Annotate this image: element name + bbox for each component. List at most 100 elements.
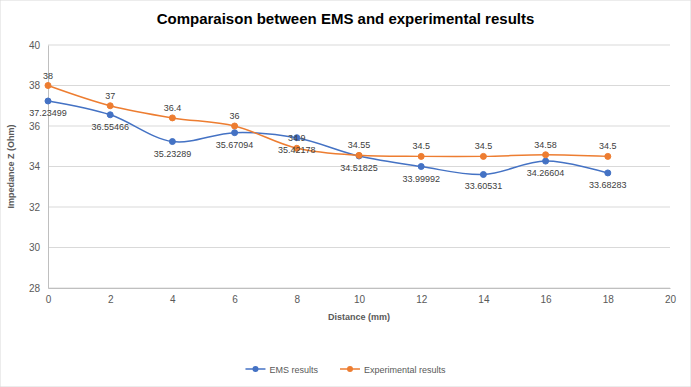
x-tick: 12 — [416, 288, 428, 305]
series-point — [45, 83, 51, 89]
y-tick: 40 — [29, 40, 48, 51]
y-tick-label: 28 — [29, 283, 41, 294]
data-label: 36.55466 — [91, 122, 129, 132]
data-labels: 37.23499 36.55466 35.23289 35.67094 35.42178… — [29, 71, 626, 192]
series-point — [480, 171, 486, 177]
x-tick: 20 — [665, 288, 677, 305]
y-tick-label: 38 — [29, 80, 41, 91]
y-tick-label: 30 — [29, 242, 41, 253]
legend-label: Experimental results — [364, 365, 446, 375]
data-label: 34.5 — [599, 141, 617, 151]
data-label: 36.4 — [164, 103, 182, 113]
x-tick: 10 — [354, 288, 366, 305]
x-tick-label: 0 — [46, 294, 52, 305]
y-tick: 34 — [29, 161, 48, 172]
series-point — [356, 153, 362, 159]
data-label: 34.26604 — [527, 168, 565, 178]
series-point — [605, 153, 611, 159]
data-label: 33.99992 — [402, 174, 440, 184]
plot: 024681012141618202830323436384037.234993… — [29, 40, 677, 305]
data-label: 37.23499 — [29, 108, 67, 118]
x-tick-label: 12 — [416, 294, 428, 305]
series-point — [107, 103, 113, 109]
y-tick: 30 — [29, 242, 48, 253]
x-tick: 6 — [232, 288, 238, 305]
x-tick-label: 6 — [232, 294, 238, 305]
data-label: 34.9 — [288, 133, 306, 143]
series-line — [48, 101, 608, 175]
grid-line — [48, 247, 670, 248]
y-tick-label: 32 — [29, 202, 41, 213]
x-tick-label: 4 — [170, 294, 176, 305]
y-tick: 32 — [29, 202, 48, 213]
legend-marker — [252, 366, 258, 372]
grid-line — [48, 85, 670, 86]
data-label: 38 — [43, 71, 53, 81]
grid-line — [48, 45, 670, 46]
grid — [48, 45, 670, 288]
x-tick: 4 — [170, 288, 176, 305]
series-point — [543, 152, 549, 158]
chart: 024681012141618202830323436384037.234993… — [0, 0, 691, 387]
x-axis-title: Distance (mm) — [328, 312, 390, 322]
series-point — [232, 130, 238, 136]
y-tick: 36 — [29, 121, 48, 132]
y-tick-label: 40 — [29, 40, 41, 51]
series-point — [418, 164, 424, 170]
series-point — [169, 115, 175, 121]
series-point — [480, 153, 486, 159]
x-tick: 16 — [541, 288, 553, 305]
y-tick-label: 34 — [29, 161, 41, 172]
series-point — [169, 139, 175, 145]
x-axis: 0 2 4 6 8 10 12 14 16 18 20 — [46, 288, 677, 305]
x-tick: 8 — [295, 288, 301, 305]
series-group — [45, 83, 611, 178]
x-tick-label: 14 — [478, 294, 490, 305]
x-tick: 0 — [46, 288, 52, 305]
y-axis-line — [48, 46, 49, 289]
data-label: 35.23289 — [154, 149, 192, 159]
x-tick-label: 18 — [603, 294, 615, 305]
series-point — [543, 158, 549, 164]
title: Comparaison between EMS and experimental… — [157, 10, 535, 27]
series-point — [45, 98, 51, 104]
series-point — [107, 112, 113, 118]
x-tick-label: 10 — [354, 294, 366, 305]
legend-item: Experimental results — [340, 365, 446, 375]
y-tick: 28 — [29, 283, 48, 294]
background — [0, 0, 691, 387]
data-label: 35.67094 — [216, 140, 254, 150]
data-label: 36 — [230, 111, 240, 121]
data-label: 34.5 — [475, 141, 493, 151]
x-tick-label: 8 — [295, 294, 301, 305]
x-tick: 18 — [603, 288, 615, 305]
data-label: 33.60531 — [465, 181, 503, 191]
data-label: 34.51825 — [340, 163, 378, 173]
legend: EMS results Experimental results — [245, 365, 446, 375]
x-tick-label: 20 — [665, 294, 677, 305]
x-tick: 14 — [478, 288, 490, 305]
grid-line — [48, 126, 670, 127]
x-tick-label: 2 — [108, 294, 114, 305]
y-tick-label: 36 — [29, 121, 41, 132]
legend-label: EMS results — [269, 365, 318, 375]
series-point — [605, 170, 611, 176]
x-tick-label: 16 — [541, 294, 553, 305]
data-label: 33.68283 — [589, 180, 627, 190]
legend-item: EMS results — [245, 365, 318, 375]
series-point — [356, 152, 362, 158]
data-label: 35.42178 — [278, 145, 316, 155]
series-line — [48, 86, 608, 157]
grid-line — [48, 288, 670, 289]
x-axis-line — [49, 288, 671, 289]
grid-line — [48, 207, 670, 208]
data-label: 34.55 — [348, 140, 371, 150]
data-label: 34.5 — [412, 141, 430, 151]
data-label: 37 — [105, 91, 115, 101]
series-point — [418, 153, 424, 159]
legend-marker — [347, 366, 353, 372]
x-tick: 2 — [108, 288, 114, 305]
data-label: 34.58 — [534, 140, 557, 150]
y-axis-title: Impedance Z (Ohm) — [6, 124, 16, 208]
series-point — [232, 123, 238, 129]
